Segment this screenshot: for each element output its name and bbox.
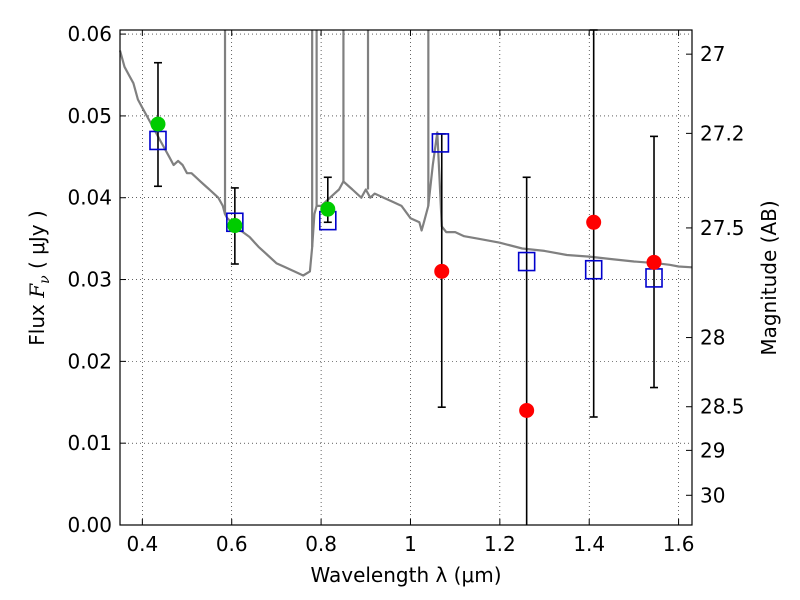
upper-limit-point	[519, 402, 535, 418]
x-tick-label: 1.2	[484, 532, 516, 556]
y-tick-label: 0.01	[67, 431, 112, 455]
x-tick-label: 1.6	[663, 532, 695, 556]
y-tick-label: 0.03	[67, 268, 112, 292]
model-sed-line	[118, 50, 693, 277]
y-axis-label-subscript: ν	[37, 275, 53, 284]
detected-point	[320, 201, 336, 217]
y-tick-label: 0.05	[67, 104, 112, 128]
ticks: 0.4 0.6 0.8 1 1.2 1.4 1.6 0.00 0.01 0.02 0.03 0.04 0…	[67, 22, 744, 556]
mag-tick-label: 27.2	[700, 121, 745, 145]
model-flux-square	[431, 133, 450, 153]
grid	[120, 30, 692, 526]
upper-limit-point	[586, 214, 602, 230]
detected-point	[227, 218, 243, 234]
y2-axis-label: Magnitude (AB)	[757, 200, 781, 355]
model-sed	[118, 30, 693, 277]
y-axis-label-prefix: Flux	[25, 298, 49, 346]
mag-tick-label: 27	[700, 42, 725, 66]
y-tick-label: 0.04	[67, 186, 112, 210]
y-axis-label-suffix: ( μJy )	[25, 210, 49, 275]
mag-tick-label: 27.5	[700, 216, 745, 240]
x-tick-label: 0.4	[126, 532, 158, 556]
x-tick-label: 1	[404, 532, 417, 556]
mag-tick-label: 28.5	[700, 395, 745, 419]
model-flux-square	[584, 259, 603, 280]
y-tick-label: 0.06	[67, 22, 112, 46]
mag-tick-label: 28	[700, 326, 725, 350]
upper-limit-point	[434, 263, 450, 279]
x-tick-label: 1.4	[573, 532, 605, 556]
x-tick-label: 0.6	[216, 532, 248, 556]
y-axis-label: Flux Fν ( μJy )	[25, 210, 53, 345]
x-axis-label: Wavelength λ (μm)	[310, 563, 501, 587]
mag-tick-label: 29	[700, 438, 725, 462]
error-bars	[153, 29, 659, 525]
model-flux-square	[517, 251, 536, 272]
plot-frame	[119, 29, 693, 526]
y-tick-label: 0.02	[67, 349, 112, 373]
markers	[149, 116, 663, 418]
x-tick-label: 0.8	[305, 532, 337, 556]
mag-tick-label: 30	[700, 483, 725, 507]
y-tick-label: 0.00	[67, 513, 112, 537]
detected-point	[150, 116, 166, 132]
upper-limit-point	[646, 254, 662, 270]
y-axis-label-symbol: F	[25, 283, 49, 299]
